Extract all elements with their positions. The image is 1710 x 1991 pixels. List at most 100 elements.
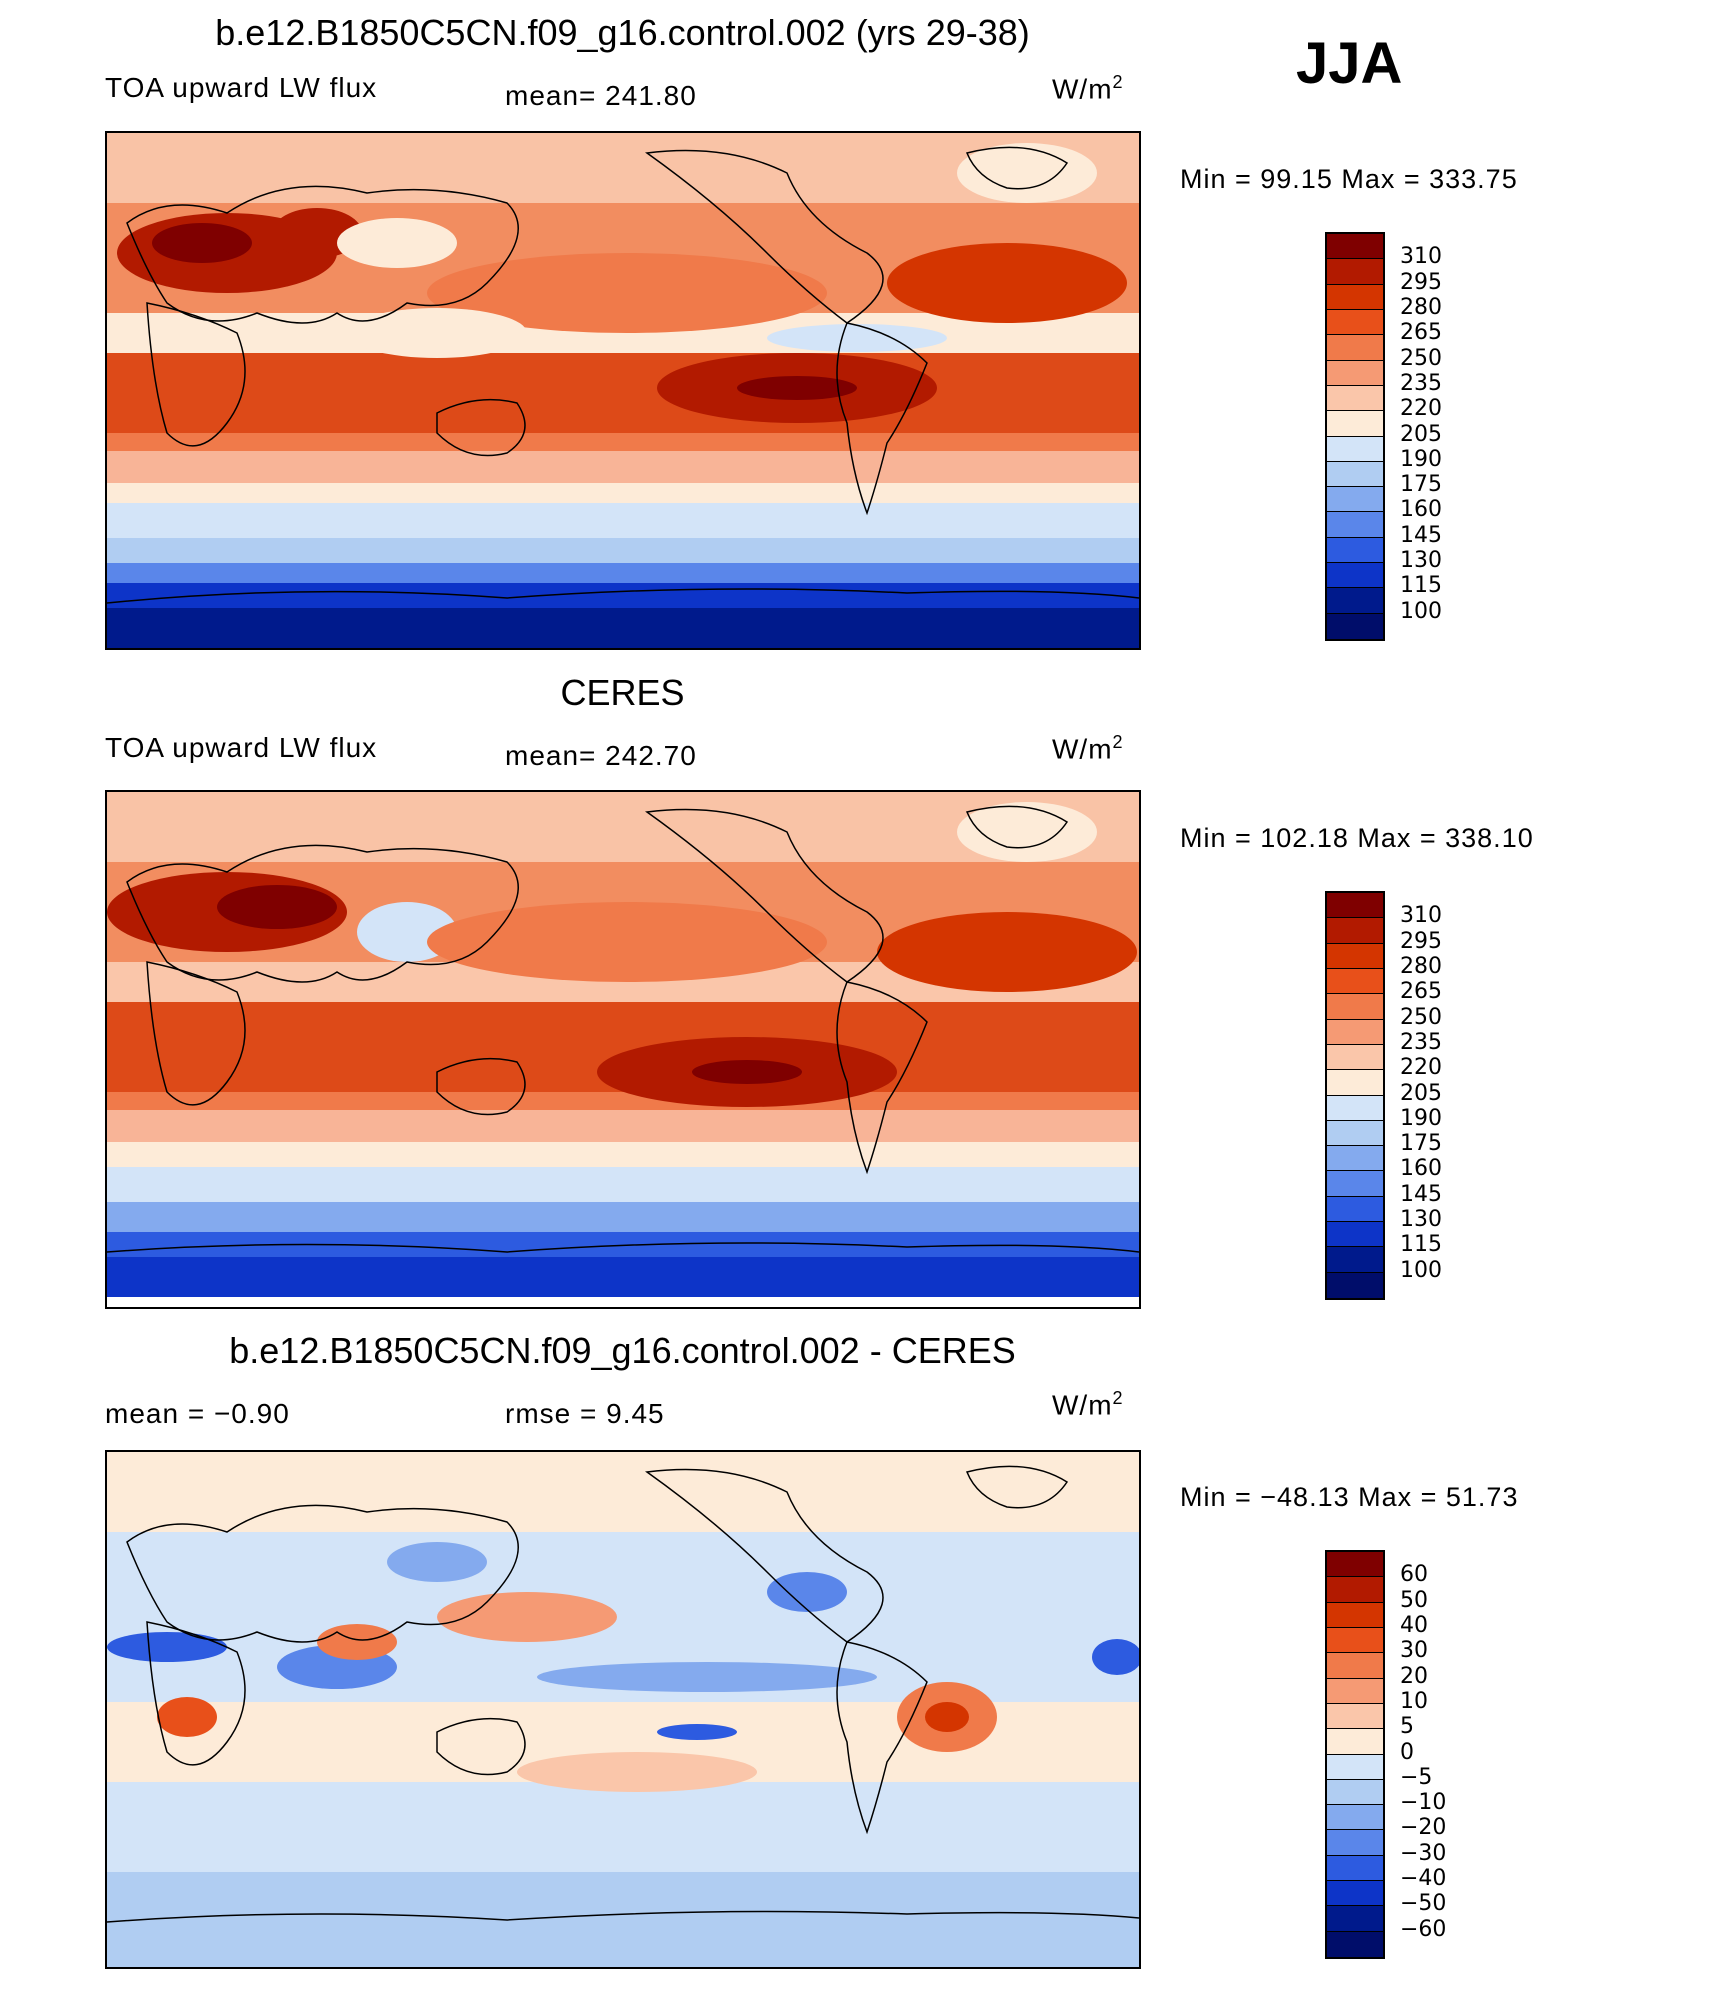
colorbar-swatch: [1327, 1754, 1383, 1780]
colorbar-tick-label: 190: [1400, 446, 1442, 472]
colorbar-tick-label: 100: [1400, 598, 1442, 624]
colorbar-tick-label: 175: [1400, 472, 1442, 498]
colorbar-swatch: [1327, 1095, 1383, 1121]
colorbar-swatch: [1327, 1552, 1383, 1578]
panel-1-minmax: Min = 99.15 Max = 333.75: [1180, 164, 1518, 194]
colorbar-swatch: [1327, 1881, 1383, 1907]
colorbar-swatch: [1327, 385, 1383, 412]
colorbar-swatch: [1327, 1729, 1383, 1755]
colorbar-swatch: [1327, 1019, 1383, 1045]
colorbar-tick-label: 190: [1400, 1105, 1442, 1131]
colorbar-swatch: [1327, 1272, 1383, 1298]
colorbar-swatch: [1327, 1222, 1383, 1248]
colorbar-tick-label: 280: [1400, 294, 1442, 320]
colorbar-swatch: [1327, 259, 1383, 285]
colorbar-swatch: [1327, 1906, 1383, 1932]
colorbar-swatch: [1327, 1805, 1383, 1831]
colorbar-tick-label: 280: [1400, 953, 1442, 979]
colorbar-swatch: [1327, 968, 1383, 995]
colorbar-tick-label: 310: [1400, 903, 1442, 929]
colorbar-swatch: [1327, 1678, 1383, 1704]
colorbar-swatch: [1327, 234, 1383, 260]
colorbar-tick-label: 235: [1400, 370, 1442, 396]
colorbar-tick-label: −10: [1400, 1790, 1447, 1816]
colorbar-swatch: [1327, 335, 1383, 361]
colorbar-tick-label: 160: [1400, 1156, 1442, 1182]
colorbar-tick-label: 115: [1400, 1232, 1442, 1258]
panel-2-mean: mean= 242.70: [505, 740, 697, 771]
colorbar-tick-label: 175: [1400, 1131, 1442, 1157]
difference-contour-map: [107, 1452, 1139, 1967]
colorbar-tick-label: −60: [1400, 1916, 1447, 1942]
panel-2-title: CERES: [560, 672, 685, 713]
panel-1-units: W/m2: [1052, 72, 1124, 105]
colorbar-tick-label: 250: [1400, 1004, 1442, 1030]
colorbar-swatch: [1327, 436, 1383, 462]
panel-1-field-label: TOA upward LW flux: [105, 72, 378, 103]
panel-3-colorbar: [1325, 1550, 1385, 1959]
colorbar-tick-label: 220: [1400, 396, 1442, 422]
colorbar-tick-label: 130: [1400, 548, 1442, 574]
colorbar-swatch: [1327, 1703, 1383, 1730]
colorbar-swatch: [1327, 918, 1383, 944]
colorbar-tick-label: 310: [1400, 244, 1442, 270]
colorbar-tick-label: 0: [1400, 1739, 1414, 1765]
colorbar-swatch: [1327, 1247, 1383, 1273]
colorbar-tick-label: 235: [1400, 1029, 1442, 1055]
colorbar-tick-label: 205: [1400, 421, 1442, 447]
colorbar-tick-label: 40: [1400, 1612, 1428, 1638]
colorbar-swatch: [1327, 943, 1383, 969]
colorbar-swatch: [1327, 1171, 1383, 1197]
panel-1-title: b.e12.B1850C5CN.f09_g16.control.002 (yrs…: [215, 12, 1030, 53]
colorbar-swatch: [1327, 893, 1383, 919]
model-olr-contour-map: [107, 133, 1139, 648]
colorbar-swatch: [1327, 1577, 1383, 1603]
colorbar-swatch: [1327, 613, 1383, 639]
colorbar-swatch: [1327, 309, 1383, 336]
colorbar-swatch: [1327, 1120, 1383, 1147]
colorbar-swatch: [1327, 1602, 1383, 1628]
colorbar-tick-label: −50: [1400, 1891, 1447, 1917]
colorbar-tick-label: 265: [1400, 320, 1442, 346]
colorbar-tick-label: 5: [1400, 1714, 1414, 1740]
panel-2-minmax: Min = 102.18 Max = 338.10: [1180, 823, 1534, 853]
panel-3-units: W/m2: [1052, 1388, 1124, 1421]
panel-2-units: W/m2: [1052, 732, 1124, 765]
colorbar-swatch: [1327, 1146, 1383, 1172]
colorbar-swatch: [1327, 411, 1383, 437]
colorbar-tick-label: 160: [1400, 497, 1442, 523]
colorbar-tick-label: 220: [1400, 1055, 1442, 1081]
colorbar-swatch: [1327, 487, 1383, 513]
colorbar-tick-label: 30: [1400, 1638, 1428, 1664]
colorbar-tick-label: 60: [1400, 1562, 1428, 1588]
colorbar-tick-label: 250: [1400, 345, 1442, 371]
colorbar-swatch: [1327, 461, 1383, 488]
colorbar-swatch: [1327, 1779, 1383, 1806]
colorbar-tick-label: −5: [1400, 1764, 1433, 1790]
colorbar-swatch: [1327, 994, 1383, 1020]
colorbar-tick-label: 145: [1400, 1181, 1442, 1207]
colorbar-tick-label: 50: [1400, 1587, 1428, 1613]
colorbar-swatch: [1327, 1855, 1383, 1882]
colorbar-tick-label: 20: [1400, 1663, 1428, 1689]
ceres-olr-contour-map: [107, 792, 1139, 1307]
season-label: JJA: [1296, 31, 1403, 96]
colorbar-tick-label: −40: [1400, 1866, 1447, 1892]
colorbar-swatch: [1327, 537, 1383, 564]
colorbar-swatch: [1327, 1044, 1383, 1071]
panel-2-field-label: TOA upward LW flux: [105, 732, 378, 763]
colorbar-tick-label: 10: [1400, 1688, 1428, 1714]
colorbar-swatch: [1327, 1627, 1383, 1654]
colorbar-tick-label: 100: [1400, 1257, 1442, 1283]
colorbar-swatch: [1327, 284, 1383, 310]
colorbar-tick-label: 115: [1400, 573, 1442, 599]
panel-1-map: [105, 131, 1141, 650]
panel-1-mean: mean= 241.80: [505, 80, 697, 111]
colorbar-swatch: [1327, 1830, 1383, 1856]
panel-3-rmse: rmse = 9.45: [505, 1398, 665, 1429]
colorbar-swatch: [1327, 360, 1383, 386]
colorbar-swatch: [1327, 588, 1383, 614]
colorbar-tick-label: 130: [1400, 1207, 1442, 1233]
colorbar-swatch: [1327, 1931, 1383, 1957]
colorbar-swatch: [1327, 1196, 1383, 1223]
